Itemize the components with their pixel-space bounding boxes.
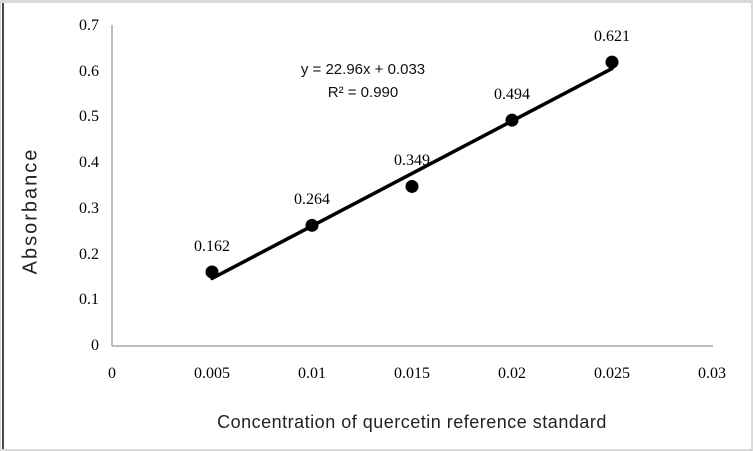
data-point-value-label: 0.494 [494,86,530,104]
x-axis-title: Concentration of quercetin reference sta… [217,412,607,432]
y-tick-label: 0.2 [79,245,99,263]
data-point-value-label: 0.349 [394,152,430,170]
y-axis-title: Absorbance [19,147,42,275]
y-tick-label: 0.7 [79,17,99,34]
y-tick-label: 0.1 [79,291,99,309]
x-tick-label: 0.015 [394,365,430,382]
trendline-annotation: y = 22.96x + 0.033 R² = 0.990 [301,58,425,104]
trendline-r-squared: R² = 0.990 [327,84,399,101]
y-tick-label: 0.4 [79,154,99,172]
x-tick-label: 0.025 [594,365,630,382]
x-tick-label: 0.005 [194,365,230,382]
trendline [210,66,614,281]
scatter-plot-canvas [111,25,713,347]
data-point [505,113,519,127]
y-tick-label: 0.3 [79,199,99,217]
data-point-value-label: 0.264 [294,191,330,209]
y-tick-label: 0 [91,337,99,354]
data-point [605,55,619,69]
data-point-value-label: 0.621 [594,28,630,46]
x-tick-label: 0 [108,365,116,382]
y-tick-label: 0.6 [79,62,99,80]
data-point [205,265,219,279]
frame-left-border [2,3,4,449]
data-point [405,179,419,193]
x-tick-label: 0.03 [698,365,726,382]
x-tick-label: 0.01 [298,365,326,382]
x-tick-label: 0.02 [498,365,526,382]
trendline-equation: y = 22.96x + 0.033 [300,61,426,78]
data-point [305,218,319,232]
y-tick-label: 0.5 [79,108,99,126]
data-point-value-label: 0.162 [194,237,230,255]
